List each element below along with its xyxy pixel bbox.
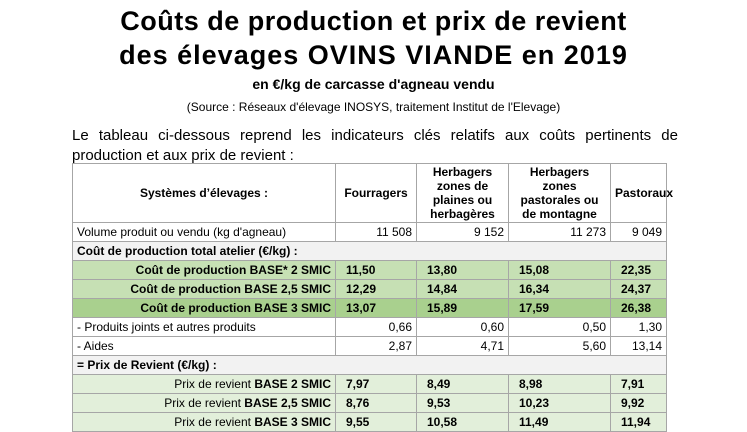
- cell-value: 13,80: [416, 260, 509, 280]
- cell-value: 8,76: [335, 393, 417, 413]
- label-text: Prix de revient: [174, 415, 251, 429]
- table-row: Coût de production total atelier (€/kg) …: [72, 241, 667, 261]
- subtitle: en €/kg de carcasse d'agneau vendu: [252, 76, 495, 92]
- table-row: Prix de revient BASE 2 SMIC 7,97 8,49 8,98 7…: [72, 374, 667, 394]
- cell-value: 8,49: [416, 374, 509, 394]
- cell-value: 7,91: [610, 374, 667, 394]
- row-label: Coût de production BASE* 2 SMIC: [72, 260, 336, 280]
- cell-value: 11 508: [335, 222, 417, 242]
- label-text: - Produits joints et autres produits: [77, 320, 256, 334]
- row-label: - Produits joints et autres produits: [72, 317, 336, 337]
- row-label: Coût de production BASE 3 SMIC: [72, 298, 336, 318]
- table-row: - Produits joints et autres produits 0,66…: [72, 317, 667, 337]
- cell-value: 1,30: [610, 317, 667, 337]
- label-bold: BASE 3 SMIC: [254, 415, 331, 429]
- intro: Le tableau ci-dessous reprend les indica…: [72, 127, 678, 164]
- cell-value: 11,49: [508, 412, 611, 432]
- title: Coûts de production et prix de revient: [120, 6, 627, 36]
- cell-value: 0,50: [508, 317, 611, 337]
- table-row: Prix de revient BASE 3 SMIC 9,55 10,58 11,4…: [72, 412, 667, 432]
- header-row: Systèmes d’élevages : Fourragers Herbagers…: [72, 163, 673, 223]
- column-header: Fourragers: [335, 163, 417, 223]
- table: Systèmes d’élevages : Fourragers Herbagers…: [72, 163, 673, 432]
- cell-value: 9,55: [335, 412, 417, 432]
- title: des élevages OVINS VIANDE en 2019: [119, 40, 628, 70]
- table-row: - Aides 2,87 4,71 5,60 13,14: [72, 336, 667, 356]
- cell-value: 0,66: [335, 317, 417, 337]
- row-label: Prix de revient BASE 2,5 SMIC: [72, 393, 336, 413]
- section-label: = Prix de Revient (€/kg) :: [72, 355, 667, 375]
- column-header: Herbagers zones pastorales ou de montagn…: [508, 163, 611, 223]
- row-label: - Aides: [72, 336, 336, 356]
- table-row: Coût de production BASE 3 SMIC 13,07 15,89…: [72, 298, 667, 318]
- cell-value: 9,92: [610, 393, 667, 413]
- section-label: Coût de production total atelier (€/kg) …: [72, 241, 667, 261]
- cell-value: 14,84: [416, 279, 509, 299]
- cell-value: 13,14: [610, 336, 667, 356]
- label-text: Volume produit ou vendu (kg d'agneau): [77, 225, 287, 239]
- cell-value: 24,37: [610, 279, 667, 299]
- page: Coûts de production et prix de revient d…: [72, 6, 678, 432]
- cell-value: 9 152: [416, 222, 509, 242]
- cell-value: 0,60: [416, 317, 509, 337]
- cell-value: 26,38: [610, 298, 667, 318]
- label-bold: BASE 2,5 SMIC: [244, 396, 331, 410]
- table-row: Volume produit ou vendu (kg d'agneau) 11 …: [72, 222, 667, 242]
- cell-value: 8,98: [508, 374, 611, 394]
- cell-value: 10,23: [508, 393, 611, 413]
- cell-value: 4,71: [416, 336, 509, 356]
- cell-value: 16,34: [508, 279, 611, 299]
- cell-value: 17,59: [508, 298, 611, 318]
- label-text: - Aides: [77, 339, 114, 353]
- label-text: Coût de production BASE 3 SMIC: [140, 301, 331, 315]
- cell-value: 7,97: [335, 374, 417, 394]
- cell-value: 5,60: [508, 336, 611, 356]
- cell-value: 11,50: [335, 260, 417, 280]
- row-label: Coût de production BASE 2,5 SMIC: [72, 279, 336, 299]
- table-row: = Prix de Revient (€/kg) :: [72, 355, 667, 375]
- label-text: Coût de production BASE* 2 SMIC: [135, 263, 331, 277]
- cell-value: 22,35: [610, 260, 667, 280]
- cell-value: 9 049: [610, 222, 667, 242]
- label-text: Coût de production BASE 2,5 SMIC: [130, 282, 331, 296]
- column-header: Systèmes d’élevages :: [72, 163, 336, 223]
- cell-value: 9,53: [416, 393, 509, 413]
- cell-value: 11,94: [610, 412, 667, 432]
- cell-value: 15,89: [416, 298, 509, 318]
- table-row: Prix de revient BASE 2,5 SMIC 8,76 9,53 10,…: [72, 393, 667, 413]
- cell-value: 2,87: [335, 336, 417, 356]
- cell-value: 11 273: [508, 222, 611, 242]
- row-label: Prix de revient BASE 3 SMIC: [72, 412, 336, 432]
- column-header: Herbagers zones de plaines ou herbagères: [416, 163, 509, 223]
- label-text: Prix de revient: [164, 396, 241, 410]
- column-header: Pastoraux: [610, 163, 673, 223]
- label-bold: BASE 2 SMIC: [254, 377, 331, 391]
- cell-value: 15,08: [508, 260, 611, 280]
- cell-value: 13,07: [335, 298, 417, 318]
- row-label: Prix de revient BASE 2 SMIC: [72, 374, 336, 394]
- cell-value: 10,58: [416, 412, 509, 432]
- row-label: Volume produit ou vendu (kg d'agneau): [72, 222, 336, 242]
- cell-value: 12,29: [335, 279, 417, 299]
- label-text: Prix de revient: [174, 377, 251, 391]
- source: (Source : Réseaux d'élevage INOSYS, trai…: [186, 100, 561, 114]
- table-row: Coût de production BASE* 2 SMIC 11,50 13,8…: [72, 260, 667, 280]
- table-row: Coût de production BASE 2,5 SMIC 12,29 14,…: [72, 279, 667, 299]
